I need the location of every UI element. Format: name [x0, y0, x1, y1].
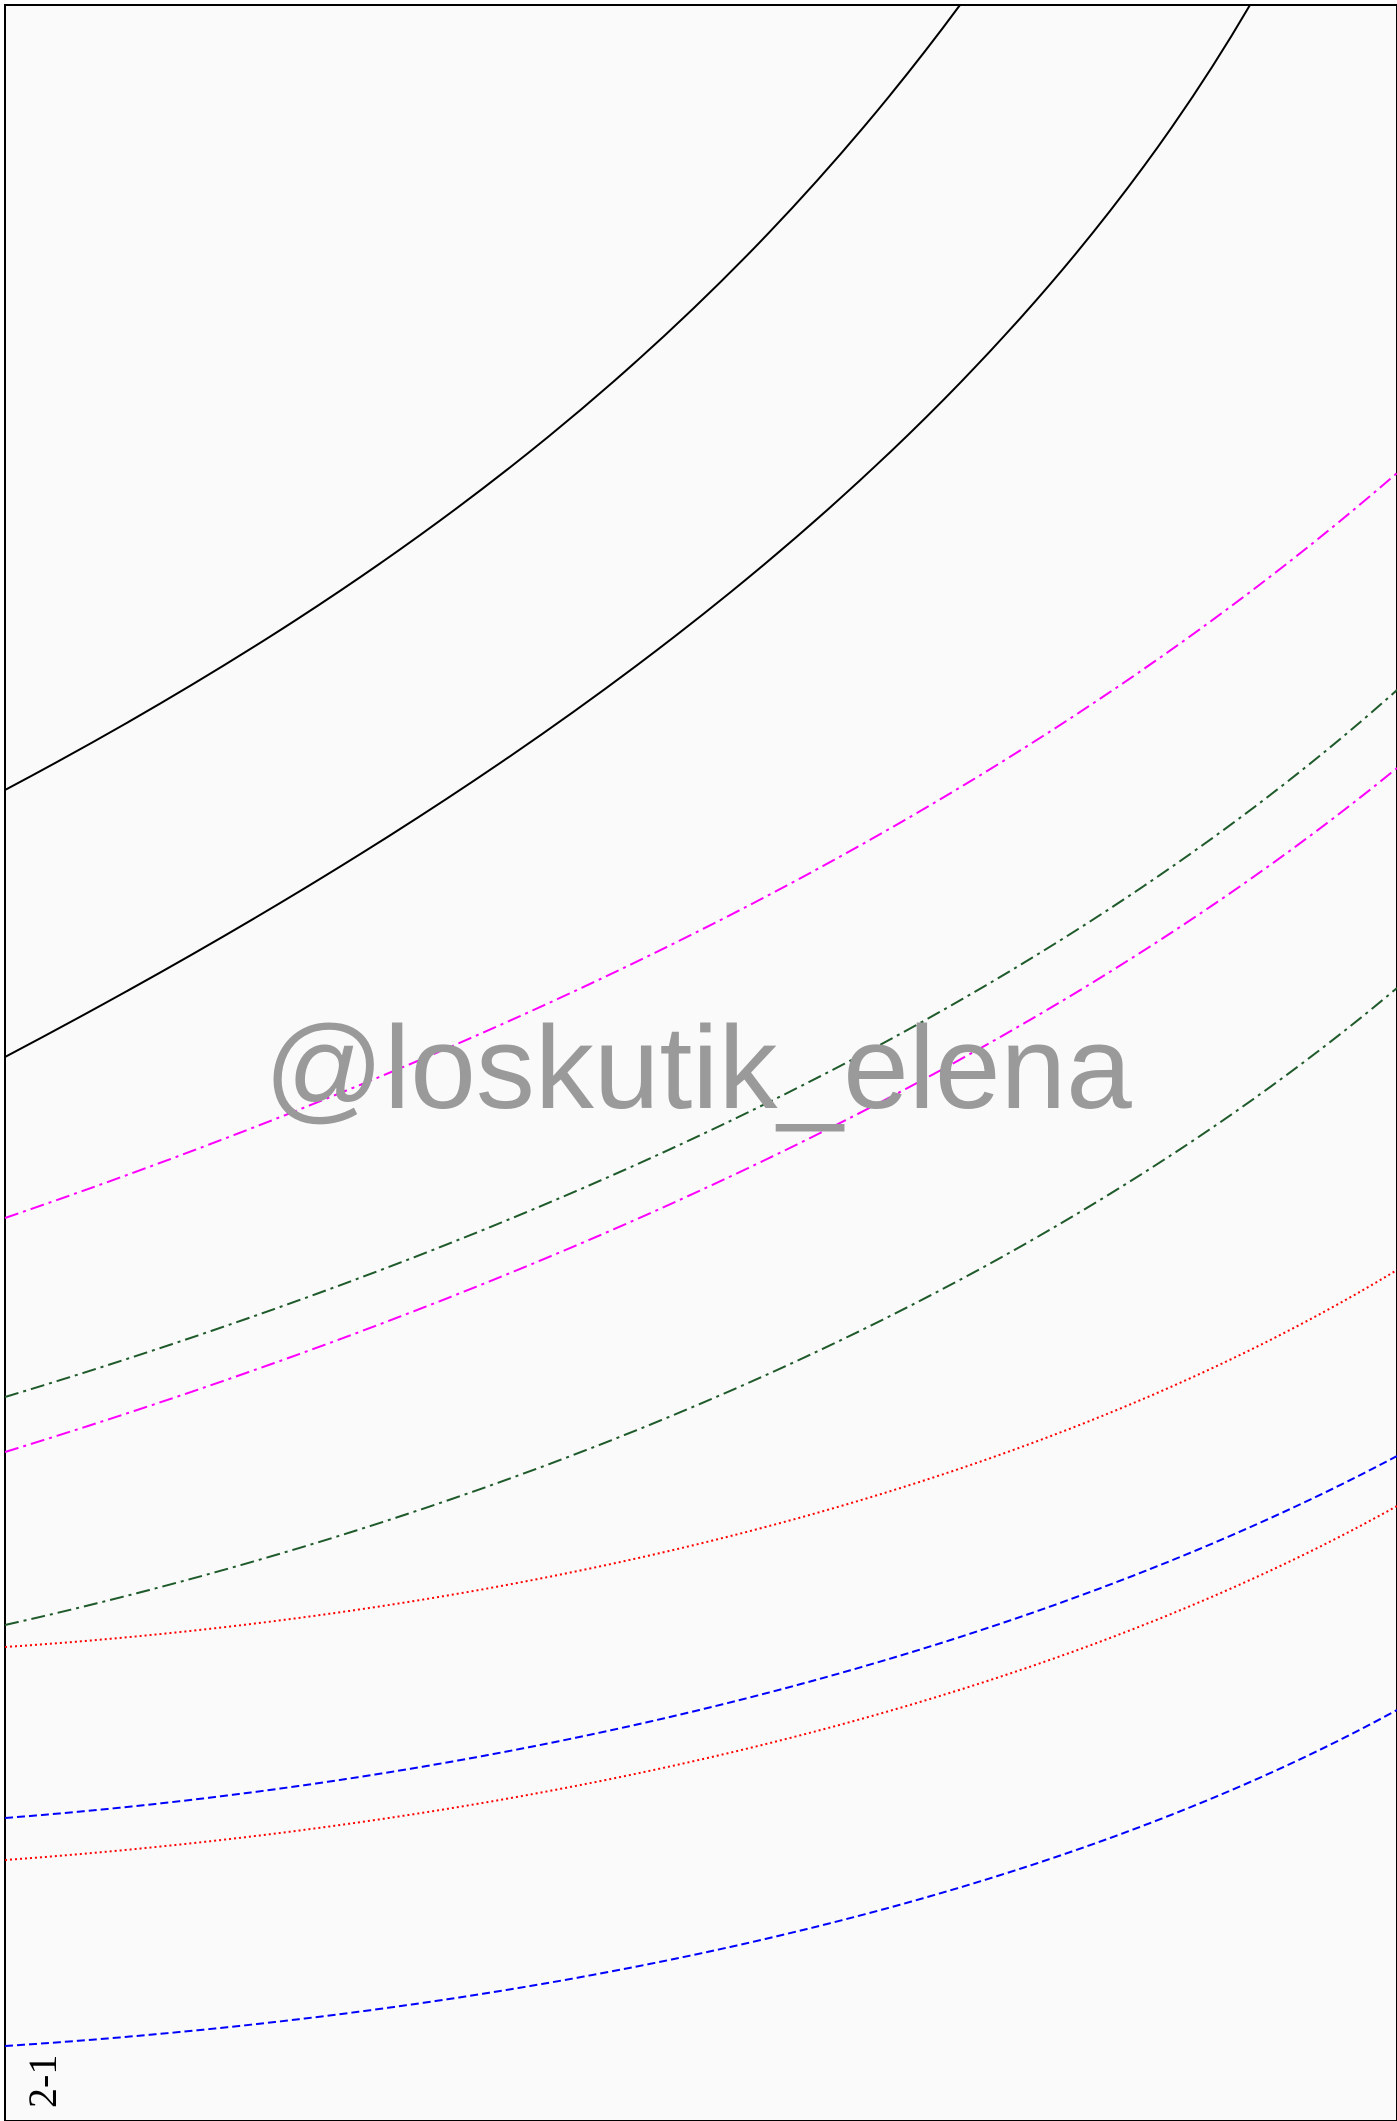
page-label: 2-1	[20, 2055, 65, 2108]
magenta-arc-1	[4, 472, 1397, 1219]
solid-arc-inner	[4, 4, 1251, 1058]
red-arc-2	[4, 1505, 1397, 1861]
blue-arc-1	[4, 1455, 1397, 1819]
blue-arc-2	[4, 1709, 1397, 2047]
red-arc-1	[4, 1269, 1397, 1648]
watermark: @loskutik_elena	[264, 1002, 1132, 1134]
green-arc-1	[4, 689, 1397, 1398]
magenta-arc-2	[4, 767, 1397, 1453]
solid-arc-outer	[4, 4, 961, 791]
green-arc-2	[4, 987, 1397, 1626]
sheet-background	[4, 4, 1397, 2121]
